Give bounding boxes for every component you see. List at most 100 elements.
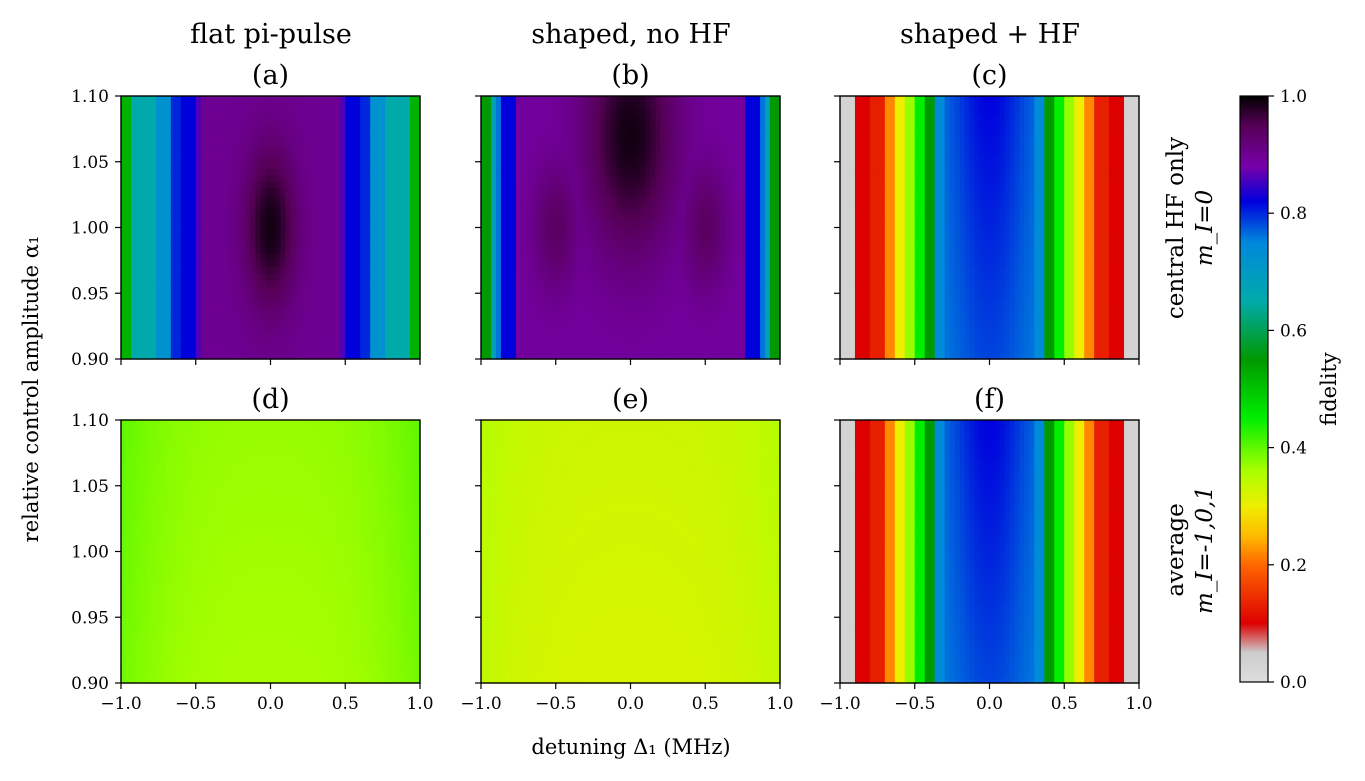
heatmap-cell bbox=[849, 207, 856, 215]
heatmap-cell bbox=[615, 168, 622, 176]
heatmap-cell bbox=[245, 148, 252, 156]
heatmap-cell bbox=[680, 332, 686, 340]
heatmap-cell bbox=[705, 332, 711, 340]
heatmap-cell bbox=[385, 306, 391, 314]
heatmap-cell bbox=[680, 240, 686, 248]
heatmap-cell bbox=[315, 161, 321, 169]
heatmap-cell bbox=[775, 155, 781, 163]
heatmap-cell bbox=[690, 102, 696, 110]
heatmap-cell bbox=[840, 247, 846, 255]
heatmap-cell bbox=[230, 161, 237, 169]
heatmap-cell bbox=[690, 109, 696, 117]
heatmap-cell bbox=[265, 293, 272, 301]
heatmap-cell bbox=[520, 345, 527, 354]
heatmap-cell bbox=[345, 168, 351, 176]
heatmap-cell bbox=[505, 194, 512, 202]
heatmap-cell bbox=[849, 109, 856, 117]
heatmap-cell bbox=[645, 122, 652, 130]
heatmap-cell bbox=[735, 220, 741, 229]
heatmap-cell bbox=[590, 234, 597, 242]
heatmap-cell bbox=[680, 312, 686, 321]
heatmap-cell bbox=[265, 188, 272, 196]
heatmap-cell bbox=[250, 234, 257, 242]
heatmap-cell bbox=[260, 194, 267, 202]
heatmap-cell bbox=[130, 148, 137, 156]
heatmap-cell bbox=[180, 266, 187, 275]
heatmap-cell bbox=[180, 247, 187, 255]
heatmap-cell bbox=[305, 109, 311, 117]
heatmap-cell bbox=[740, 142, 746, 150]
heatmap-cell bbox=[590, 266, 597, 275]
heatmap-cell bbox=[710, 345, 716, 354]
heatmap-cell bbox=[665, 122, 671, 130]
heatmap-cell bbox=[710, 260, 716, 268]
heatmap-cell bbox=[325, 96, 331, 104]
heatmap-cell bbox=[500, 266, 507, 275]
heatmap-cell bbox=[160, 339, 167, 347]
heatmap-cell bbox=[121, 96, 127, 104]
heatmap-cell bbox=[585, 122, 592, 130]
heatmap-cell bbox=[560, 207, 567, 215]
heatmap-cell bbox=[300, 188, 306, 196]
heatmap-cell bbox=[340, 122, 346, 130]
heatmap-cell bbox=[215, 194, 222, 202]
heatmap-cell bbox=[190, 155, 197, 163]
heatmap-cell bbox=[140, 122, 147, 130]
heatmap-cell bbox=[145, 201, 152, 209]
heatmap-cell bbox=[250, 148, 257, 156]
heatmap-cell bbox=[700, 319, 706, 327]
heatmap-cell bbox=[280, 102, 287, 110]
heatmap-cell bbox=[210, 122, 217, 130]
heatmap-cell bbox=[185, 227, 192, 235]
heatmap-cell bbox=[500, 312, 507, 321]
heatmap-cell bbox=[680, 155, 686, 163]
heatmap-cell bbox=[595, 280, 602, 288]
heatmap-cell bbox=[145, 319, 152, 327]
heatmap-cell bbox=[355, 207, 361, 215]
heatmap-cell bbox=[640, 142, 647, 150]
heatmap-cell bbox=[375, 128, 381, 137]
heatmap-cell bbox=[400, 201, 406, 209]
heatmap-cell bbox=[555, 352, 562, 360]
heatmap-cell bbox=[170, 188, 177, 196]
heatmap-cell bbox=[205, 273, 212, 281]
heatmap-cell bbox=[485, 155, 492, 163]
heatmap-cell bbox=[165, 102, 172, 110]
heatmap-cell bbox=[600, 326, 607, 334]
heatmap-cell bbox=[150, 319, 157, 327]
heatmap-cell bbox=[295, 352, 301, 360]
heatmap-cell bbox=[765, 109, 771, 117]
heatmap-cell bbox=[390, 161, 396, 169]
heatmap-cell bbox=[535, 345, 542, 354]
heatmap-cell bbox=[330, 168, 336, 176]
heatmap-cell bbox=[405, 273, 411, 281]
heatmap-cell bbox=[645, 115, 652, 123]
heatmap-cell bbox=[525, 345, 532, 354]
heatmap-cell bbox=[685, 174, 691, 183]
heatmap-cell bbox=[165, 312, 172, 321]
heatmap-cell bbox=[310, 181, 316, 189]
heatmap-cell bbox=[490, 306, 497, 314]
heatmap-cell bbox=[520, 266, 527, 275]
heatmap-cell bbox=[250, 319, 257, 327]
heatmap-cell bbox=[545, 260, 552, 268]
heatmap-cell bbox=[725, 135, 731, 143]
heatmap-cell bbox=[220, 214, 227, 222]
heatmap-cell bbox=[125, 142, 132, 150]
heatmap-cell bbox=[490, 234, 497, 242]
heatmap-cell bbox=[495, 312, 502, 321]
heatmap-cell bbox=[215, 286, 222, 294]
heatmap-cell bbox=[685, 266, 691, 275]
heatmap-cell bbox=[250, 273, 257, 281]
heatmap-cell bbox=[555, 128, 562, 137]
heatmap-cell bbox=[285, 273, 292, 281]
heatmap-cell bbox=[655, 273, 661, 281]
heatmap-cell bbox=[310, 207, 316, 215]
heatmap-cell bbox=[245, 339, 252, 347]
heatmap-cell bbox=[840, 220, 846, 229]
heatmap-cell bbox=[575, 181, 582, 189]
heatmap-cell bbox=[705, 188, 711, 196]
heatmap-cell bbox=[335, 352, 341, 360]
heatmap-cell bbox=[485, 260, 492, 268]
heatmap-cell bbox=[844, 109, 851, 117]
